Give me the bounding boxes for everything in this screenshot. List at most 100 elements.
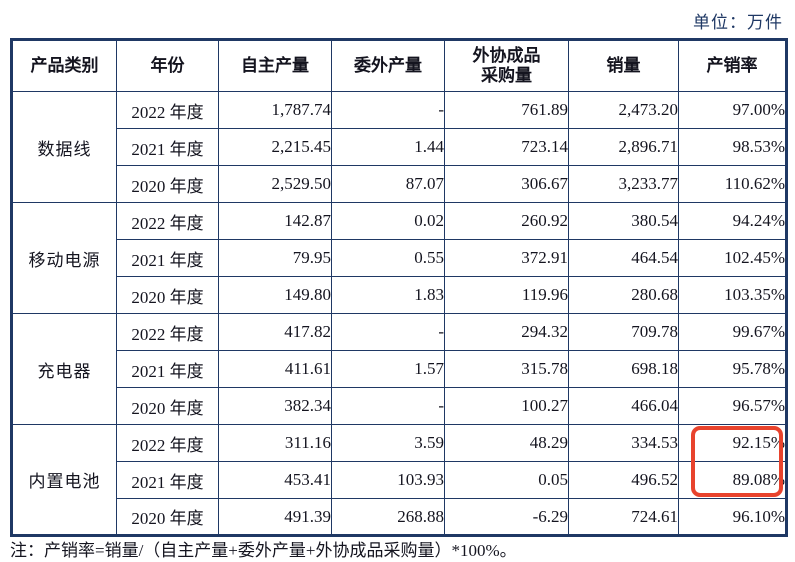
outsourced-purchase-cell: -6.29: [444, 498, 569, 536]
outsourced-purchase-cell: 294.32: [444, 313, 569, 351]
sales-cell: 466.04: [568, 387, 679, 425]
sales-cell: 3,233.77: [568, 165, 679, 203]
year-cell: 2022 年度: [116, 424, 219, 462]
table-body: 数据线 2022 年度 1,787.74 - 761.89 2,473.20 9…: [11, 91, 787, 536]
ratio-cell: 102.45%: [678, 239, 787, 277]
outsourced-purchase-cell: 260.92: [444, 202, 569, 240]
self-production-cell: 411.61: [218, 350, 332, 388]
sales-cell: 280.68: [568, 276, 679, 314]
self-production-cell: 491.39: [218, 498, 332, 536]
category-cell: 移动电源: [11, 202, 117, 314]
sales-cell: 380.54: [568, 202, 679, 240]
year-cell: 2021 年度: [116, 239, 219, 277]
table-row: 2020 年度 2,529.50 87.07 306.67 3,233.77 1…: [12, 165, 787, 203]
ratio-cell-highlighted: 89.08%: [678, 461, 787, 499]
sales-cell: 2,896.71: [568, 128, 679, 166]
sales-cell: 464.54: [568, 239, 679, 277]
table-row: 2021 年度 79.95 0.55 372.91 464.54 102.45%: [12, 239, 787, 277]
year-cell: 2020 年度: [116, 387, 219, 425]
sales-cell: 2,473.20: [568, 91, 679, 129]
ratio-cell: 99.67%: [678, 313, 787, 351]
production-sales-table: 产品类别 年份 自主产量 委外产量 外协成品 采购量 销量 产销率 数据线 20…: [10, 38, 788, 537]
outsourced-production-cell: 3.59: [331, 424, 445, 462]
table-row: 移动电源 2022 年度 142.87 0.02 260.92 380.54 9…: [11, 202, 787, 314]
table-header: 产品类别 年份 自主产量 委外产量 外协成品 采购量 销量 产销率: [11, 39, 787, 92]
category-cell: 内置电池: [11, 424, 117, 536]
self-production-cell: 417.82: [218, 313, 332, 351]
year-cell: 2022 年度: [116, 91, 219, 129]
outsourced-production-cell: 268.88: [331, 498, 445, 536]
year-cell: 2021 年度: [116, 128, 219, 166]
outsourced-production-cell: 0.55: [331, 239, 445, 277]
ratio-cell: 95.78%: [678, 350, 787, 388]
ratio-cell: 103.35%: [678, 276, 787, 314]
table-row: 内置电池 2022 年度 311.16 3.59 48.29 334.53 92…: [11, 424, 787, 536]
year-cell: 2020 年度: [116, 498, 219, 536]
outsourced-purchase-cell: 100.27: [444, 387, 569, 425]
ratio-cell: 94.24%: [678, 202, 787, 240]
table-row: 2020 年度 491.39 268.88 -6.29 724.61 96.10…: [12, 498, 787, 536]
ratio-cell-highlighted: 92.15%: [678, 424, 787, 462]
sales-cell: 496.52: [568, 461, 679, 499]
category-cell: 数据线: [11, 91, 117, 203]
year-cell: 2021 年度: [116, 461, 219, 499]
col-header-category: 产品类别: [11, 39, 117, 92]
col-header-ratio: 产销率: [678, 39, 787, 92]
table-row: 2020 年度 382.34 - 100.27 466.04 96.57%: [12, 387, 787, 425]
ratio-cell: 97.00%: [678, 91, 787, 129]
ratio-cell: 96.10%: [678, 498, 787, 536]
sales-cell: 724.61: [568, 498, 679, 536]
self-production-cell: 149.80: [218, 276, 332, 314]
table-row: 2021 年度 453.41 103.93 0.05 496.52 89.08%: [12, 461, 787, 499]
self-production-cell: 1,787.74: [218, 91, 332, 129]
sales-cell: 334.53: [568, 424, 679, 462]
col-header-sales: 销量: [568, 39, 679, 92]
self-production-cell: 2,529.50: [218, 165, 332, 203]
self-production-cell: 79.95: [218, 239, 332, 277]
outsourced-purchase-cell: 372.91: [444, 239, 569, 277]
year-cell: 2021 年度: [116, 350, 219, 388]
self-production-cell: 453.41: [218, 461, 332, 499]
self-production-cell: 142.87: [218, 202, 332, 240]
col-header-self-production: 自主产量: [218, 39, 332, 92]
outsourced-purchase-cell: 723.14: [444, 128, 569, 166]
year-cell: 2020 年度: [116, 276, 219, 314]
year-cell: 2022 年度: [116, 202, 219, 240]
outsourced-purchase-cell: 306.67: [444, 165, 569, 203]
table-row: 2020 年度 149.80 1.83 119.96 280.68 103.35…: [12, 276, 787, 314]
table-row: 2021 年度 411.61 1.57 315.78 698.18 95.78%: [12, 350, 787, 388]
outsourced-purchase-cell: 48.29: [444, 424, 569, 462]
outsourced-production-cell: -: [331, 387, 445, 425]
col-header-year: 年份: [116, 39, 219, 92]
sales-cell: 709.78: [568, 313, 679, 351]
outsourced-production-cell: 1.83: [331, 276, 445, 314]
outsourced-production-cell: 87.07: [331, 165, 445, 203]
sales-cell: 698.18: [568, 350, 679, 388]
footnote: 注：产销率=销量/（自主产量+委外产量+外协成品采购量）*100%。: [10, 541, 517, 560]
outsourced-production-cell: 1.44: [331, 128, 445, 166]
self-production-cell: 382.34: [218, 387, 332, 425]
outsourced-purchase-cell: 315.78: [444, 350, 569, 388]
table-row: 数据线 2022 年度 1,787.74 - 761.89 2,473.20 9…: [11, 91, 787, 203]
outsourced-production-cell: -: [331, 313, 445, 351]
ratio-cell: 98.53%: [678, 128, 787, 166]
outsourced-production-cell: -: [331, 91, 445, 129]
header-row: 产品类别 年份 自主产量 委外产量 外协成品 采购量 销量 产销率: [11, 39, 787, 92]
col-header-outsourced-production: 委外产量: [331, 39, 445, 92]
outsourced-purchase-cell: 0.05: [444, 461, 569, 499]
outsourced-production-cell: 103.93: [331, 461, 445, 499]
table-row: 充电器 2022 年度 417.82 - 294.32 709.78 99.67…: [11, 313, 787, 425]
outsourced-purchase-cell: 761.89: [444, 91, 569, 129]
unit-label: 单位：万件: [693, 13, 783, 32]
ratio-cell: 96.57%: [678, 387, 787, 425]
outsourced-production-cell: 1.57: [331, 350, 445, 388]
self-production-cell: 311.16: [218, 424, 332, 462]
year-cell: 2022 年度: [116, 313, 219, 351]
year-cell: 2020 年度: [116, 165, 219, 203]
category-cell: 充电器: [11, 313, 117, 425]
self-production-cell: 2,215.45: [218, 128, 332, 166]
ratio-cell: 110.62%: [678, 165, 787, 203]
outsourced-purchase-cell: 119.96: [444, 276, 569, 314]
outsourced-production-cell: 0.02: [331, 202, 445, 240]
